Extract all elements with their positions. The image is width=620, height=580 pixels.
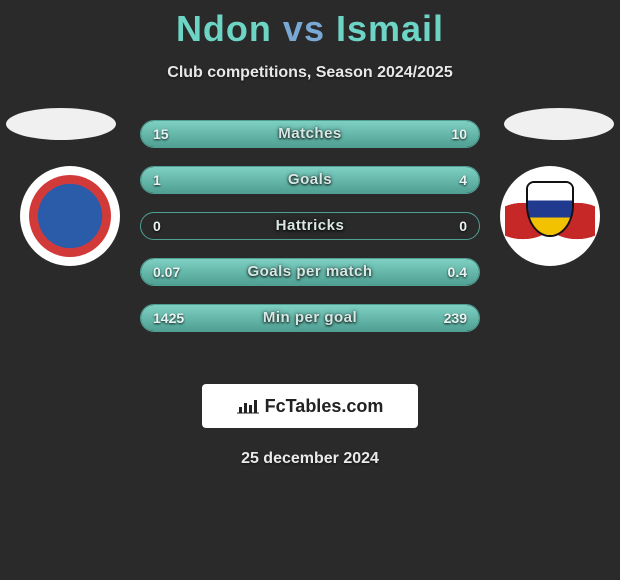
title-vs: vs	[283, 8, 325, 49]
comparison-arena: Matches15 10 Goals1 4 Hattricks0 0 Goals per m…	[0, 108, 620, 368]
stat-row: Goals1 4	[140, 166, 480, 194]
stat-label: Goals per match	[141, 259, 479, 285]
stat-value-left: 1425	[153, 305, 184, 331]
subtitle: Club competitions, Season 2024/2025	[0, 64, 620, 82]
player1-avatar-placeholder	[6, 108, 116, 140]
stat-label: Matches	[141, 121, 479, 147]
stat-value-left: 15	[153, 121, 169, 147]
stat-value-right: 0	[459, 213, 467, 239]
stat-row: Hattricks0 0	[140, 212, 480, 240]
stat-value-left: 0	[153, 213, 161, 239]
brand-text: FcTables.com	[265, 396, 384, 417]
title-player1: Ndon	[176, 8, 272, 49]
stat-value-left: 0.07	[153, 259, 180, 285]
brand-badge: FcTables.com	[202, 384, 418, 428]
stat-row: Goals per match0.07 0.4	[140, 258, 480, 286]
player2-avatar-placeholder	[504, 108, 614, 140]
akwa-united-crest-icon	[29, 175, 111, 257]
stat-value-right: 0.4	[448, 259, 467, 285]
remo-stars-crest-icon	[507, 173, 593, 259]
stat-row: Matches15 10	[140, 120, 480, 148]
stat-value-right: 239	[444, 305, 467, 331]
stat-label: Goals	[141, 167, 479, 193]
stat-label: Hattricks	[141, 213, 479, 239]
stat-value-right: 10	[451, 121, 467, 147]
title-player2: Ismail	[336, 8, 444, 49]
player1-club-badge	[20, 166, 120, 266]
stat-label: Min per goal	[141, 305, 479, 331]
stat-row: Min per goal1425 239	[140, 304, 480, 332]
player2-club-badge	[500, 166, 600, 266]
stat-value-right: 4	[459, 167, 467, 193]
chart-icon	[237, 397, 259, 415]
stat-bars: Matches15 10 Goals1 4 Hattricks0 0 Goals per m…	[140, 120, 480, 350]
page-title: Ndon vs Ismail	[0, 0, 620, 50]
stat-value-left: 1	[153, 167, 161, 193]
date-text: 25 december 2024	[0, 450, 620, 468]
